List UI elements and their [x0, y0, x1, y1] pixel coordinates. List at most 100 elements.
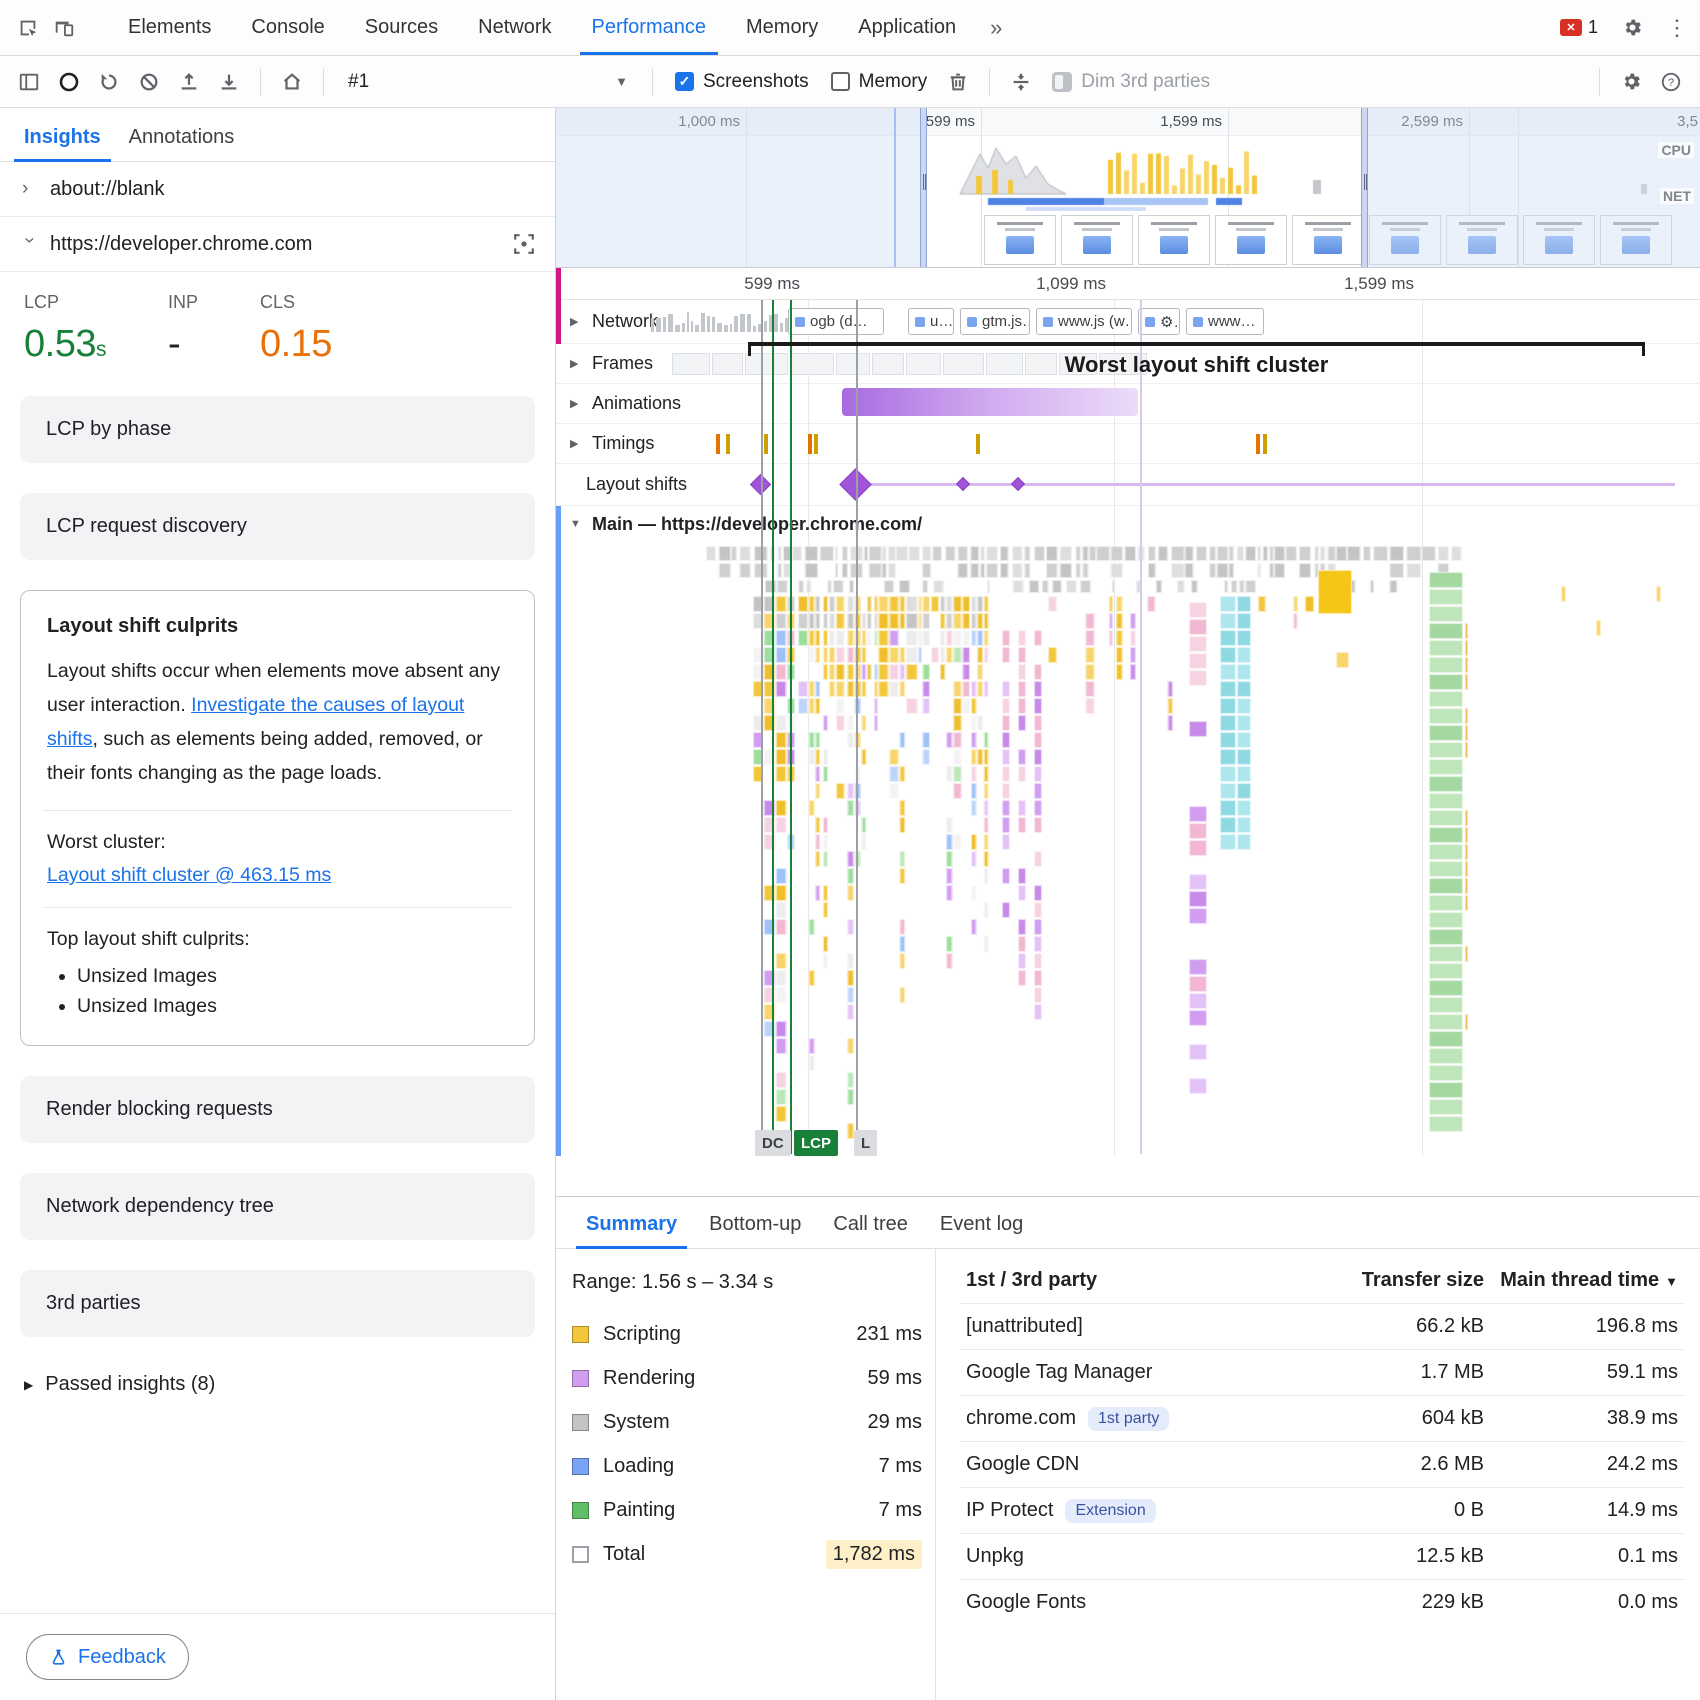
tab-elements[interactable]: Elements	[128, 16, 212, 38]
garbage-collect-icon[interactable]	[941, 65, 975, 99]
track-network[interactable]: ▶ Network ogb (d… u… gtm.js… www.js (w… ⚙… ww…	[556, 300, 1700, 344]
screenshot-thumbnail[interactable]	[1292, 215, 1364, 265]
marker-dc[interactable]: DC	[755, 1130, 791, 1156]
network-request-segment[interactable]	[768, 314, 772, 332]
performance-overview[interactable]: 1,000 ms 599 ms 1,599 ms 2,599 ms 3,5 CPU NE…	[556, 108, 1700, 268]
network-request-segment[interactable]	[730, 323, 733, 332]
network-request-segment[interactable]	[675, 324, 681, 332]
tab-console[interactable]: Console	[251, 16, 325, 38]
table-row[interactable]: IP Protect Extension 0 B 14.9 ms	[960, 1487, 1684, 1533]
network-request-chip[interactable]: ogb (d…	[788, 308, 884, 335]
reload-record-button[interactable]	[92, 65, 126, 99]
tab-insights[interactable]: Insights	[10, 114, 115, 162]
screenshot-thumbnail[interactable]	[1523, 215, 1595, 265]
network-request-chip[interactable]: u…	[908, 308, 954, 335]
tab-network[interactable]: Network	[478, 16, 552, 38]
network-request-segment[interactable]	[734, 315, 739, 332]
timing-marker[interactable]	[764, 434, 768, 454]
network-request-segment[interactable]	[758, 323, 763, 332]
investigate-link[interactable]: Investigate the causes of layout shifts	[47, 694, 465, 750]
tab-annotations[interactable]: Annotations	[128, 126, 235, 148]
frame-segment[interactable]	[872, 353, 904, 375]
tab-call-tree[interactable]: Call tree	[833, 1213, 908, 1235]
network-request-segment[interactable]	[723, 325, 729, 332]
frame-segment[interactable]	[1025, 353, 1058, 375]
table-row[interactable]: chrome.com 1st party 604 kB 38.9 ms	[960, 1395, 1684, 1441]
insight-card-3rd-parties[interactable]: 3rd parties	[20, 1270, 535, 1337]
network-request-chip[interactable]: gtm.js…	[960, 308, 1030, 335]
zoom-handle-right[interactable]	[1361, 108, 1368, 267]
network-request-segment[interactable]	[779, 323, 783, 332]
table-row[interactable]: [unattributed] 66.2 kB 196.8 ms	[960, 1303, 1684, 1349]
passed-insights-row[interactable]: ▶ Passed insights (8)	[0, 1367, 555, 1402]
metric-lcp[interactable]: LCP 0.53s	[24, 292, 106, 366]
layout-shift-diamond[interactable]	[955, 476, 971, 492]
track-layout-shifts[interactable]: Layout shifts	[556, 464, 1700, 506]
frame-segment[interactable]	[986, 353, 1024, 375]
metric-inp[interactable]: INP -	[168, 292, 198, 366]
timing-marker[interactable]	[1263, 434, 1267, 454]
legend-row-scripting[interactable]: Scripting 231 ms	[570, 1312, 922, 1356]
frame-segment[interactable]	[744, 353, 789, 375]
inspect-element-icon[interactable]	[10, 10, 46, 46]
network-request-segment[interactable]	[753, 325, 757, 332]
home-icon[interactable]	[275, 65, 309, 99]
network-request-segment[interactable]	[773, 313, 778, 332]
worst-cluster-link[interactable]: Layout shift cluster @ 463.15 ms	[47, 864, 332, 886]
table-row[interactable]: Unpkg 12.5 kB 0.1 ms	[960, 1533, 1684, 1579]
marker-l[interactable]: L	[854, 1130, 878, 1156]
network-request-chip[interactable]: www…	[1186, 308, 1264, 335]
network-request-segment[interactable]	[784, 317, 789, 332]
clear-button[interactable]	[132, 65, 166, 99]
legend-row-system[interactable]: System 29 ms	[570, 1400, 922, 1444]
col-transfer-size[interactable]: Transfer size	[1361, 1268, 1484, 1291]
frame-segment[interactable]	[711, 353, 743, 375]
tab-performance[interactable]: Performance	[572, 0, 727, 55]
track-main[interactable]: ▼ Main — https://developer.chrome.com/	[556, 506, 1700, 542]
layout-shift-diamond[interactable]	[1010, 476, 1026, 492]
col-main-thread-time[interactable]: Main thread time ▼	[1500, 1268, 1678, 1291]
insight-card-network-dependency-tree[interactable]: Network dependency tree	[20, 1173, 535, 1240]
record-button[interactable]	[52, 65, 86, 99]
load-profile-icon[interactable]	[172, 65, 206, 99]
timing-marker[interactable]	[726, 434, 730, 454]
tab-event-log[interactable]: Event log	[939, 1213, 1024, 1235]
screenshot-thumbnail[interactable]	[1061, 215, 1133, 265]
network-request-segment[interactable]	[668, 313, 674, 332]
device-toolbar-icon[interactable]	[46, 10, 82, 46]
capture-settings-icon[interactable]	[1614, 65, 1648, 99]
help-icon[interactable]: ?	[1654, 65, 1688, 99]
insight-card-render-blocking-requests[interactable]: Render blocking requests	[20, 1076, 535, 1143]
legend-row-loading[interactable]: Loading 7 ms	[570, 1444, 922, 1488]
frame-segment[interactable]	[905, 353, 942, 375]
timing-marker[interactable]	[1256, 434, 1260, 454]
origin-row-blank[interactable]: › about://blank	[0, 162, 555, 217]
kebab-menu-icon[interactable]: ⋮	[1666, 14, 1688, 40]
timing-marker[interactable]	[716, 434, 720, 454]
network-request-segment[interactable]	[686, 312, 689, 332]
tab-summary[interactable]: Summary	[570, 1201, 693, 1249]
legend-row-painting[interactable]: Painting 7 ms	[570, 1488, 922, 1532]
tab-application[interactable]: Application	[858, 16, 957, 38]
network-request-segment[interactable]	[694, 325, 699, 332]
layout-shift-culprits-card[interactable]: Layout shift culprits Layout shifts occu…	[20, 590, 535, 1046]
memory-checkbox[interactable]: Memory	[830, 71, 927, 93]
screenshot-thumbnail[interactable]	[1215, 215, 1287, 265]
tab-bottom-up[interactable]: Bottom-up	[709, 1213, 802, 1235]
network-request-segment[interactable]	[700, 313, 706, 332]
frame-segment[interactable]	[672, 353, 710, 375]
network-request-segment[interactable]	[707, 315, 710, 332]
frame-segment[interactable]	[1059, 353, 1098, 375]
animation-bar[interactable]	[842, 388, 1138, 416]
zoom-handle-left[interactable]	[920, 108, 927, 267]
table-row[interactable]: Google Fonts 229 kB 0.0 ms	[960, 1579, 1684, 1625]
network-request-segment[interactable]	[682, 323, 685, 332]
network-request-segment[interactable]	[655, 318, 661, 332]
network-request-segment[interactable]	[764, 320, 767, 332]
marker-lcp[interactable]: LCP	[794, 1130, 838, 1156]
screenshot-thumbnail[interactable]	[1600, 215, 1672, 265]
save-profile-icon[interactable]	[212, 65, 246, 99]
screenshot-thumbnail[interactable]	[1369, 215, 1441, 265]
metric-cls[interactable]: CLS 0.15	[260, 292, 332, 366]
feedback-button[interactable]: Feedback	[26, 1634, 189, 1680]
